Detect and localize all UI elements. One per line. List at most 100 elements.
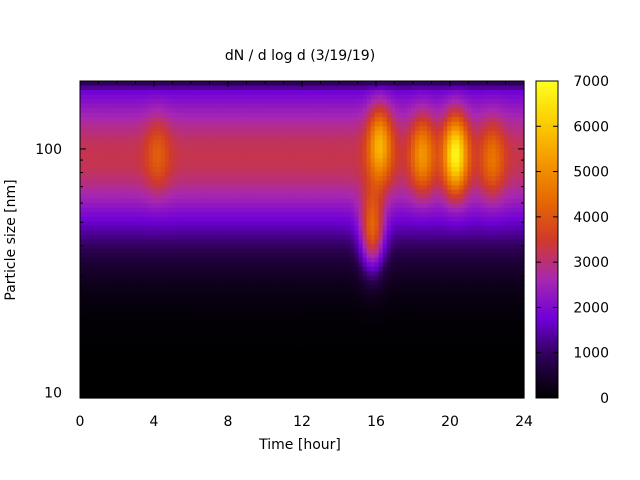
heatmap-cell: [168, 221, 174, 227]
heatmap-cell: [362, 293, 368, 299]
heatmap-cell: [269, 375, 275, 381]
heatmap-cell: [172, 393, 178, 399]
heatmap-cell: [289, 293, 295, 299]
heatmap-cell: [269, 103, 275, 109]
heatmap-cell: [322, 289, 327, 295]
heatmap-cell: [140, 311, 146, 318]
heatmap-cell: [322, 162, 327, 168]
heatmap-cell: [193, 198, 198, 204]
heatmap-cell: [241, 348, 247, 354]
heatmap-cell: [277, 176, 283, 182]
heatmap-cell: [233, 321, 239, 327]
heatmap-cell: [269, 244, 275, 250]
heatmap-cell: [205, 167, 210, 173]
heatmap-cell: [217, 311, 222, 318]
heatmap-cell: [152, 126, 158, 132]
heatmap-cell: [108, 194, 113, 200]
heatmap-cell: [358, 280, 364, 286]
heatmap-cell: [168, 384, 174, 390]
heatmap-cell: [334, 176, 339, 182]
heatmap-cell: [140, 157, 146, 164]
heatmap-cell: [257, 94, 263, 100]
heatmap-cell: [128, 352, 134, 358]
heatmap-cell: [132, 207, 138, 213]
heatmap-cell: [136, 176, 142, 182]
heatmap-cell: [84, 375, 89, 381]
heatmap-cell: [152, 348, 158, 354]
heatmap-cell: [334, 330, 339, 336]
heatmap-cell: [144, 334, 150, 340]
heatmap-cell: [237, 234, 243, 241]
heatmap-cell: [342, 185, 347, 191]
heatmap-cell: [237, 90, 243, 96]
heatmap-cell: [108, 121, 113, 127]
heatmap-cell: [310, 144, 315, 150]
heatmap-cell: [293, 361, 299, 367]
heatmap-cell: [140, 298, 146, 304]
heatmap-cell: [136, 384, 142, 390]
heatmap-cell: [160, 343, 166, 349]
heatmap-cell: [92, 185, 97, 191]
heatmap-cell: [193, 212, 198, 218]
heatmap-cell: [362, 253, 368, 259]
heatmap-cell: [112, 212, 117, 218]
heatmap-cell: [225, 370, 230, 376]
heatmap-cell: [265, 144, 271, 150]
heatmap-cell: [310, 103, 315, 109]
heatmap-cell: [197, 81, 202, 87]
heatmap-cell: [245, 266, 251, 272]
heatmap-cell: [104, 117, 109, 123]
heatmap-cell: [253, 298, 259, 304]
heatmap-cell: [176, 284, 182, 290]
heatmap-cell: [326, 311, 331, 318]
heatmap-cell: [350, 117, 356, 123]
heatmap-cell: [148, 316, 154, 322]
heatmap-cell: [225, 234, 230, 241]
heatmap-cell: [148, 298, 154, 304]
heatmap-cell: [237, 176, 243, 182]
heatmap-cell: [265, 194, 271, 200]
heatmap-cell: [132, 108, 138, 114]
heatmap-cell: [281, 348, 287, 354]
heatmap-cell: [168, 262, 174, 268]
heatmap-cell: [306, 343, 311, 349]
heatmap-cell: [249, 203, 255, 209]
heatmap-cell: [253, 361, 259, 367]
heatmap-cell: [144, 85, 150, 91]
heatmap-cell: [205, 343, 210, 349]
heatmap-cell: [136, 221, 142, 227]
heatmap-cell: [148, 311, 154, 318]
heatmap-cell: [100, 361, 105, 367]
heatmap-cell: [88, 221, 93, 227]
heatmap-cell: [180, 352, 186, 358]
heatmap-cell: [338, 121, 343, 127]
heatmap-cell: [342, 248, 347, 254]
heatmap-cell: [176, 153, 182, 159]
heatmap-cell: [104, 352, 109, 358]
heatmap-cell: [152, 144, 158, 150]
heatmap-cell: [314, 366, 319, 372]
heatmap-cell: [209, 266, 214, 272]
heatmap-cell: [293, 194, 299, 200]
heatmap-cell: [164, 148, 170, 155]
heatmap-cell: [253, 275, 259, 281]
heatmap-cell: [88, 280, 93, 286]
heatmap-cell: [84, 234, 89, 241]
heatmap-cell: [197, 167, 202, 173]
heatmap-cell: [261, 257, 267, 263]
heatmap-cell: [261, 234, 267, 241]
heatmap-cell: [225, 94, 230, 100]
heatmap-cell: [297, 194, 303, 200]
heatmap-cell: [197, 280, 202, 286]
heatmap-cell: [132, 248, 138, 254]
heatmap-cell: [334, 221, 339, 227]
heatmap-cell: [188, 157, 194, 164]
heatmap-cell: [184, 361, 190, 367]
heatmap-cell: [180, 257, 186, 263]
heatmap-cell: [84, 135, 89, 141]
heatmap-cell: [168, 321, 174, 327]
heatmap-cell: [322, 103, 327, 109]
heatmap-cell: [156, 221, 162, 227]
heatmap-cell: [289, 379, 295, 386]
